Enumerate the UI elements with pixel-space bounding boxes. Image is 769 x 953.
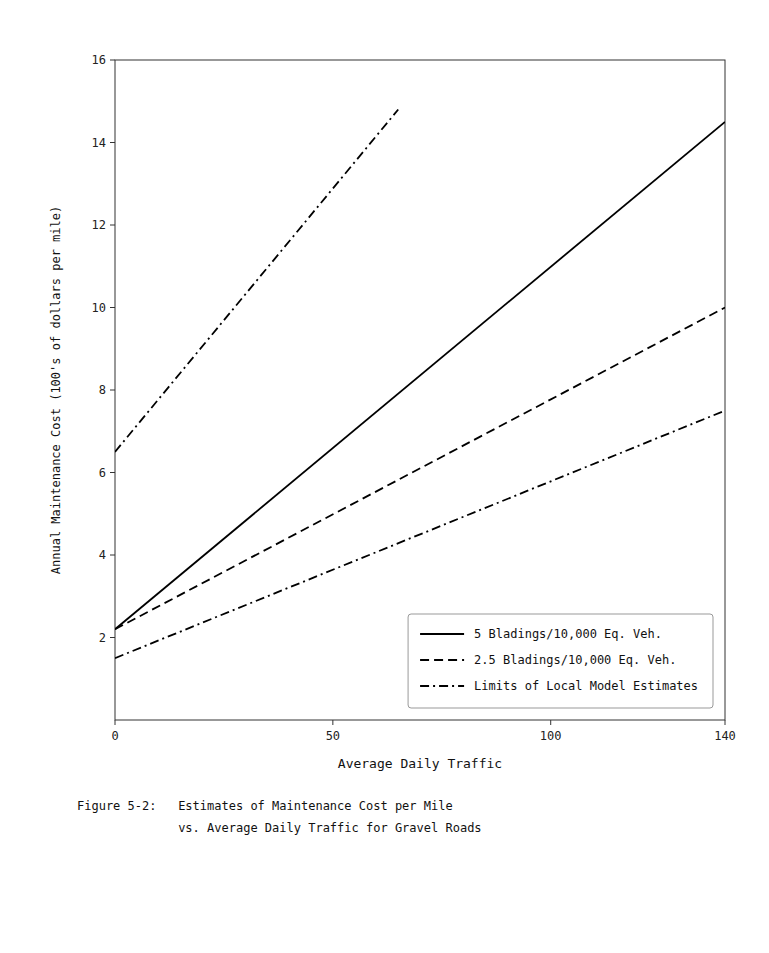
y-tick bbox=[110, 472, 115, 473]
y-tick bbox=[110, 637, 115, 638]
legend-swatch bbox=[420, 633, 464, 635]
legend: 5 Bladings/10,000 Eq. Veh. 2.5 Bladings/1… bbox=[408, 614, 713, 708]
legend-swatch bbox=[420, 685, 464, 687]
y-tick-label: 4 bbox=[99, 548, 106, 562]
x-tick-label: 50 bbox=[326, 729, 340, 743]
x-tick bbox=[115, 720, 116, 725]
legend-label: 2.5 Bladings/10,000 Eq. Veh. bbox=[474, 653, 676, 667]
legend-label: Limits of Local Model Estimates bbox=[474, 679, 698, 693]
y-axis-label: Annual Maintenance Cost (100's of dollar… bbox=[49, 206, 63, 574]
x-axis: 0 50 100 140 bbox=[111, 720, 735, 743]
y-tick-label: 14 bbox=[92, 136, 106, 150]
x-axis-label: Average Daily Traffic bbox=[338, 756, 502, 771]
series-line bbox=[115, 308, 725, 630]
y-tick-label: 16 bbox=[92, 53, 106, 67]
plot-frame bbox=[115, 60, 725, 720]
legend-box bbox=[408, 614, 713, 708]
x-tick-label: 140 bbox=[714, 729, 736, 743]
series-line bbox=[115, 122, 725, 629]
lines bbox=[115, 110, 725, 659]
y-tick-label: 12 bbox=[92, 218, 106, 232]
y-tick bbox=[110, 307, 115, 308]
legend-label: 5 Bladings/10,000 Eq. Veh. bbox=[474, 627, 662, 641]
y-tick bbox=[110, 555, 115, 556]
caption: Figure 5-2: Estimates of Maintenance Cos… bbox=[77, 799, 453, 813]
x-tick bbox=[725, 720, 726, 725]
y-tick-label: 8 bbox=[99, 383, 106, 397]
x-tick bbox=[332, 720, 333, 725]
caption: vs. Average Daily Traffic for Gravel Roa… bbox=[77, 821, 482, 835]
y-tick-label: 10 bbox=[92, 301, 106, 315]
y-axis: 2 4 6 8 10 12 14 16 bbox=[92, 53, 115, 645]
y-tick bbox=[110, 390, 115, 391]
x-tick-label: 0 bbox=[111, 729, 118, 743]
series-line bbox=[115, 110, 398, 452]
y-tick bbox=[110, 142, 115, 143]
chart: 0 50 100 140 2 4 6 8 10 12 14 16 Average Daily Traff… bbox=[0, 0, 769, 953]
y-tick bbox=[110, 225, 115, 226]
y-tick-label: 2 bbox=[99, 631, 106, 645]
x-tick-label: 100 bbox=[540, 729, 562, 743]
y-tick-label: 6 bbox=[99, 466, 106, 480]
x-tick bbox=[550, 720, 551, 725]
legend-swatch bbox=[420, 659, 464, 661]
y-tick bbox=[110, 60, 115, 61]
